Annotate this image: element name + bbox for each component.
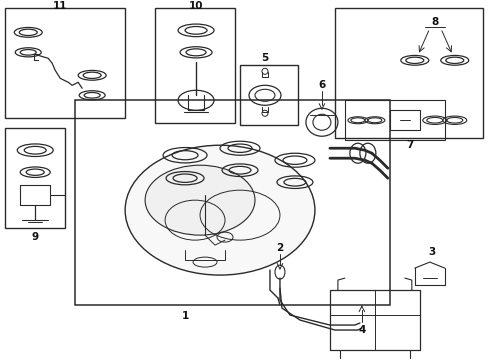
Text: 9: 9 <box>32 232 39 242</box>
Text: 11: 11 <box>53 1 68 12</box>
Text: 5: 5 <box>261 53 269 63</box>
Text: 10: 10 <box>189 1 203 12</box>
Ellipse shape <box>145 165 255 235</box>
Text: 6: 6 <box>318 80 325 90</box>
Bar <box>345 100 445 140</box>
Bar <box>75 100 390 305</box>
Bar <box>335 8 483 138</box>
Bar <box>240 65 298 125</box>
Text: 7: 7 <box>406 140 414 150</box>
Text: 3: 3 <box>428 247 436 257</box>
Bar <box>5 128 65 228</box>
Text: 8: 8 <box>431 17 439 27</box>
Text: 1: 1 <box>181 311 189 321</box>
Text: 2: 2 <box>276 243 284 253</box>
Bar <box>5 8 125 118</box>
Bar <box>155 8 235 123</box>
Text: 4: 4 <box>358 325 366 335</box>
Ellipse shape <box>125 145 315 275</box>
